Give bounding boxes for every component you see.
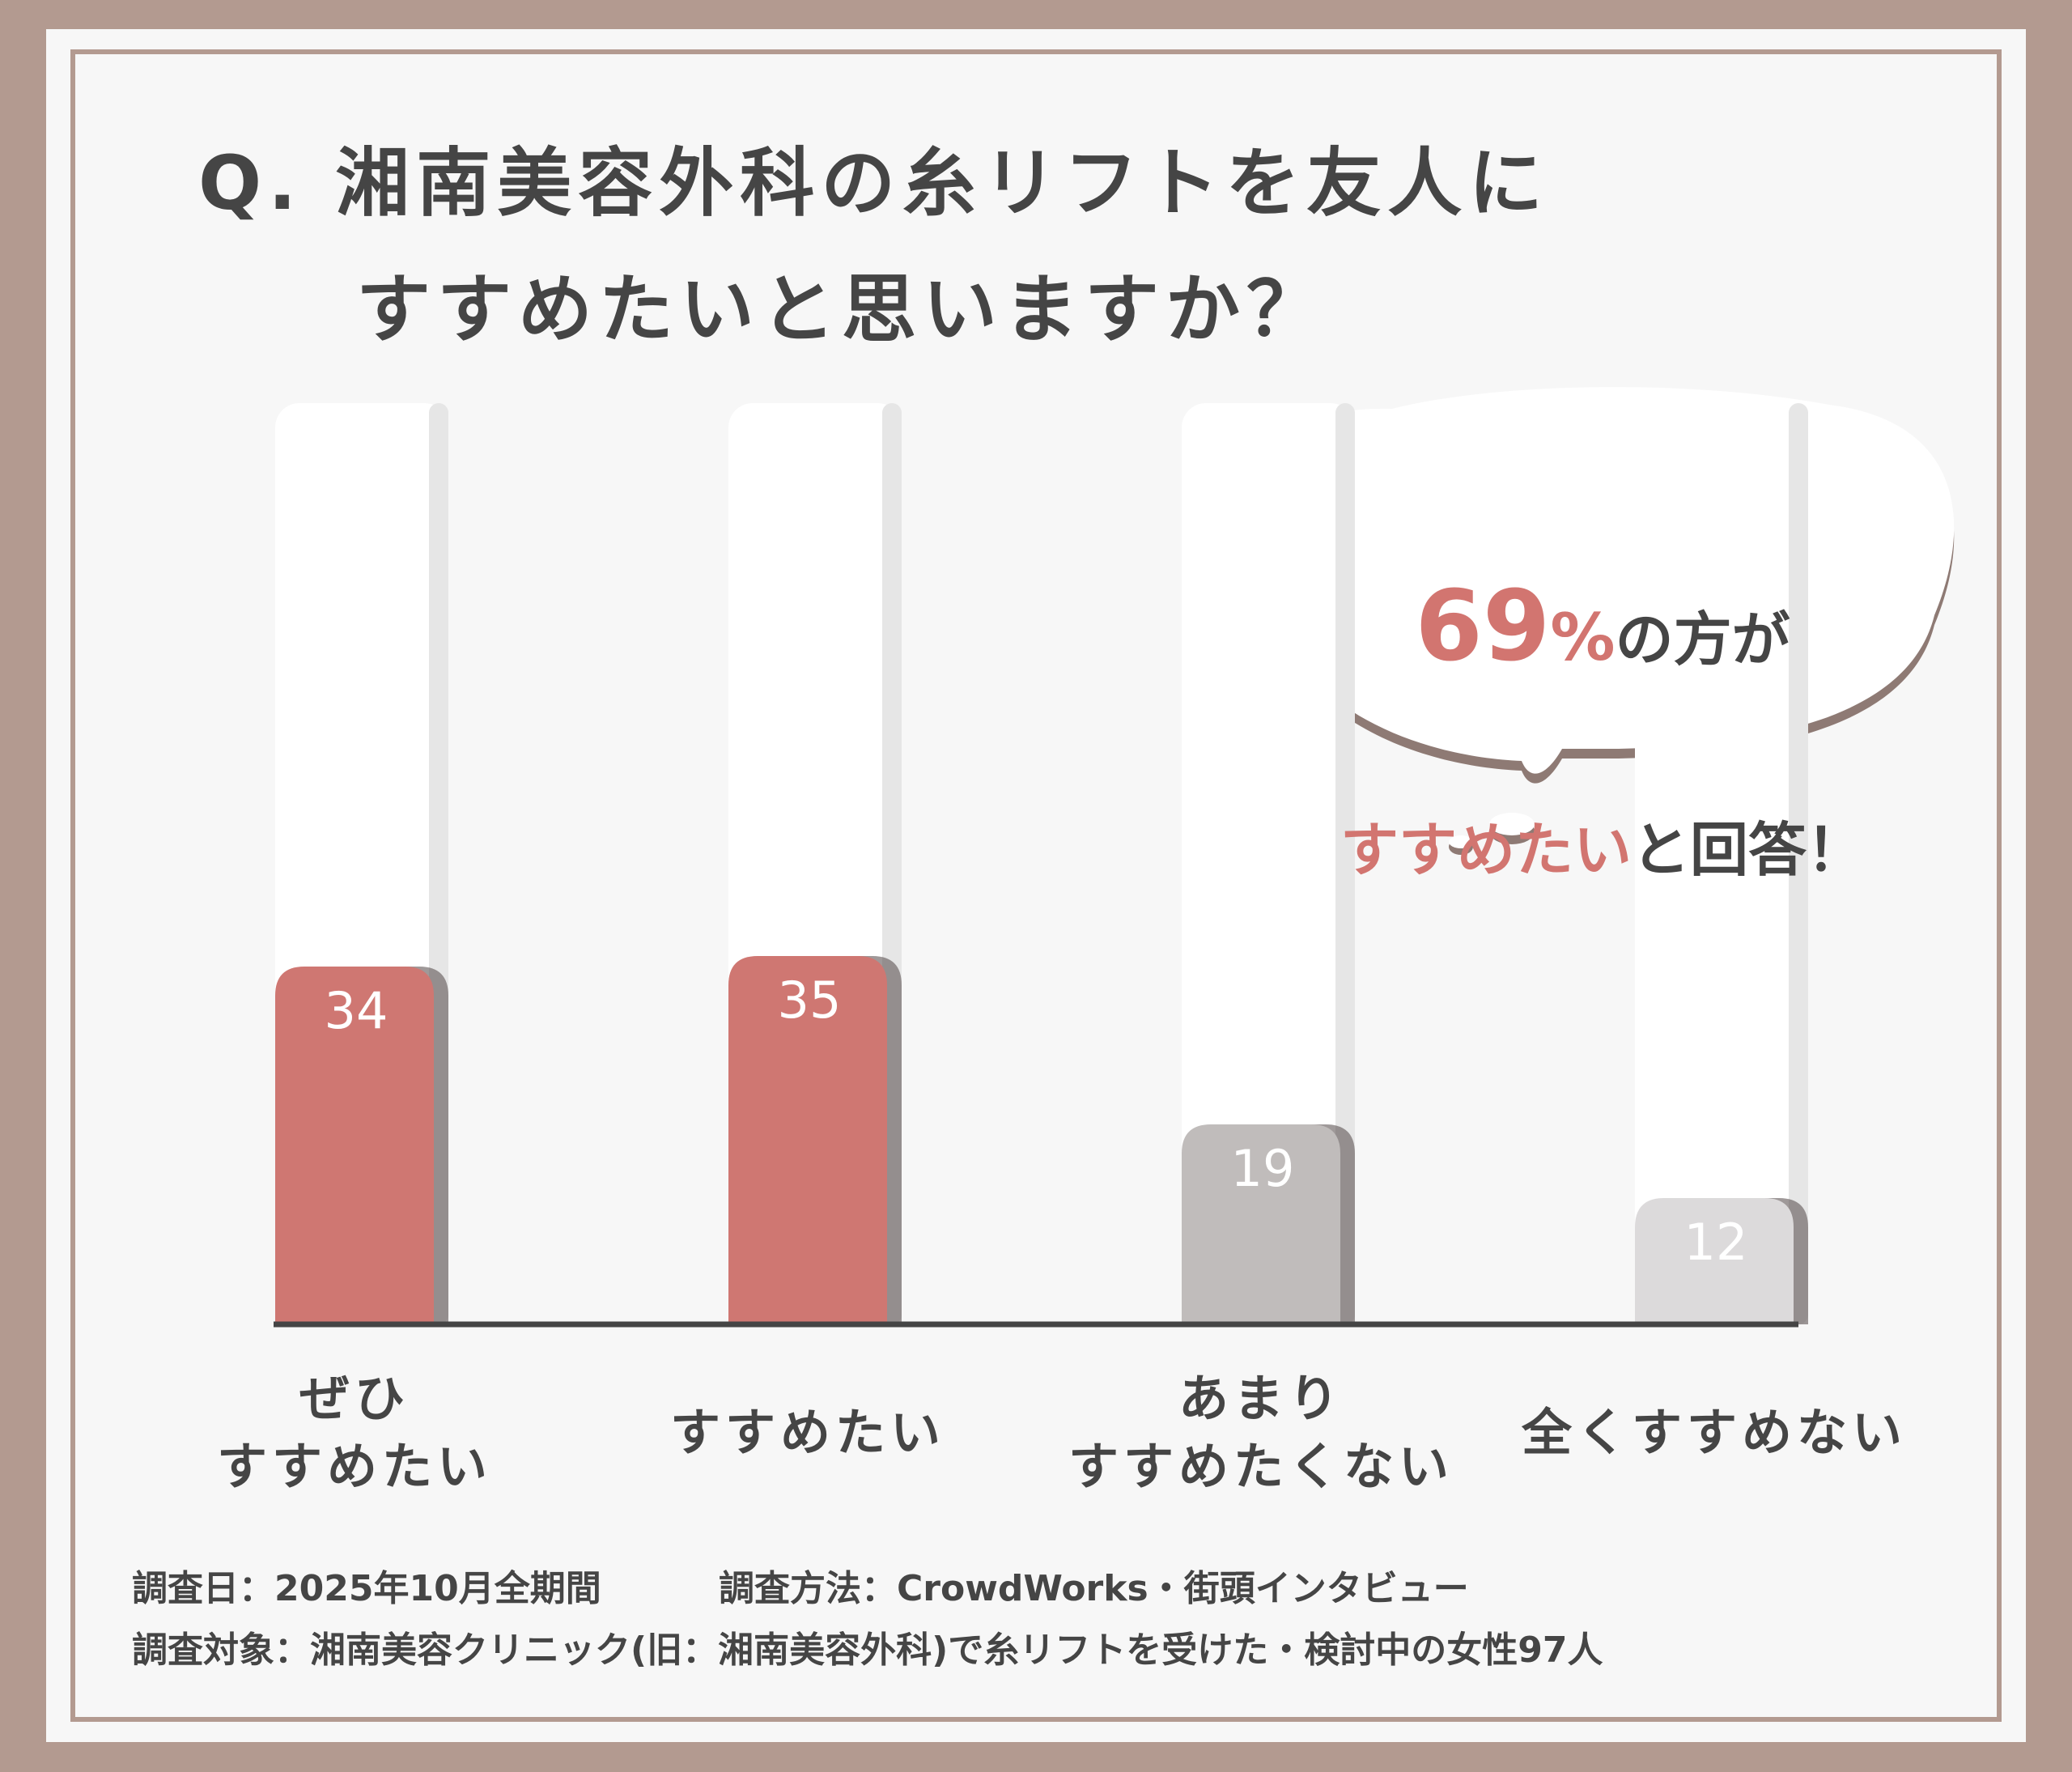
frame bbox=[70, 49, 2002, 1722]
callout-line: 69%の方が bbox=[1295, 575, 1910, 692]
callout-unit: % bbox=[1550, 600, 1616, 675]
footnote: 調査対象：湘南美容クリニック(旧：湘南美容外科)で糸リフトを受けた・検討中の女性… bbox=[132, 1630, 1603, 1671]
x-tick-label: ぜひ すすめたい bbox=[216, 1369, 492, 1496]
callout-line: すすめたいと回答！ bbox=[1295, 797, 1910, 903]
bg-column-shade bbox=[1789, 403, 1808, 1324]
x-tick-label: すすめたい bbox=[669, 1403, 945, 1462]
x-tick-label: あまり すすめたくない bbox=[1068, 1369, 1454, 1496]
callout-text: 69%の方が すすめたいと回答！ bbox=[1295, 470, 1910, 1008]
callout-word: と回答！ bbox=[1632, 816, 1866, 884]
value-label: 35 bbox=[777, 971, 842, 1030]
value-label: 12 bbox=[1684, 1213, 1748, 1272]
bg-column bbox=[1635, 403, 1808, 1324]
title-line: すすめたいと思いますか？ bbox=[356, 266, 1328, 353]
bar bbox=[728, 956, 887, 1324]
bar bbox=[1635, 1198, 1794, 1324]
footnote: 調査方法：CrowdWorks・街頭インタビュー bbox=[719, 1568, 1469, 1609]
footnote: 調査日：2025年10月全期間 bbox=[132, 1568, 601, 1609]
value-label: 34 bbox=[324, 981, 388, 1040]
title-line: Q. 湘南美容外科の糸リフトを友人に bbox=[198, 140, 1550, 227]
bg-column bbox=[1182, 403, 1355, 1324]
bar bbox=[1182, 1124, 1340, 1324]
x-tick-label: 全くすすめない bbox=[1521, 1403, 1907, 1462]
callout-highlight: すすめたい bbox=[1340, 816, 1632, 884]
bg-column-shade bbox=[1335, 403, 1355, 1324]
callout-number: 69 bbox=[1415, 571, 1551, 683]
bar bbox=[275, 967, 434, 1324]
callout-word: の方が bbox=[1615, 606, 1790, 674]
value-label: 19 bbox=[1230, 1139, 1295, 1198]
